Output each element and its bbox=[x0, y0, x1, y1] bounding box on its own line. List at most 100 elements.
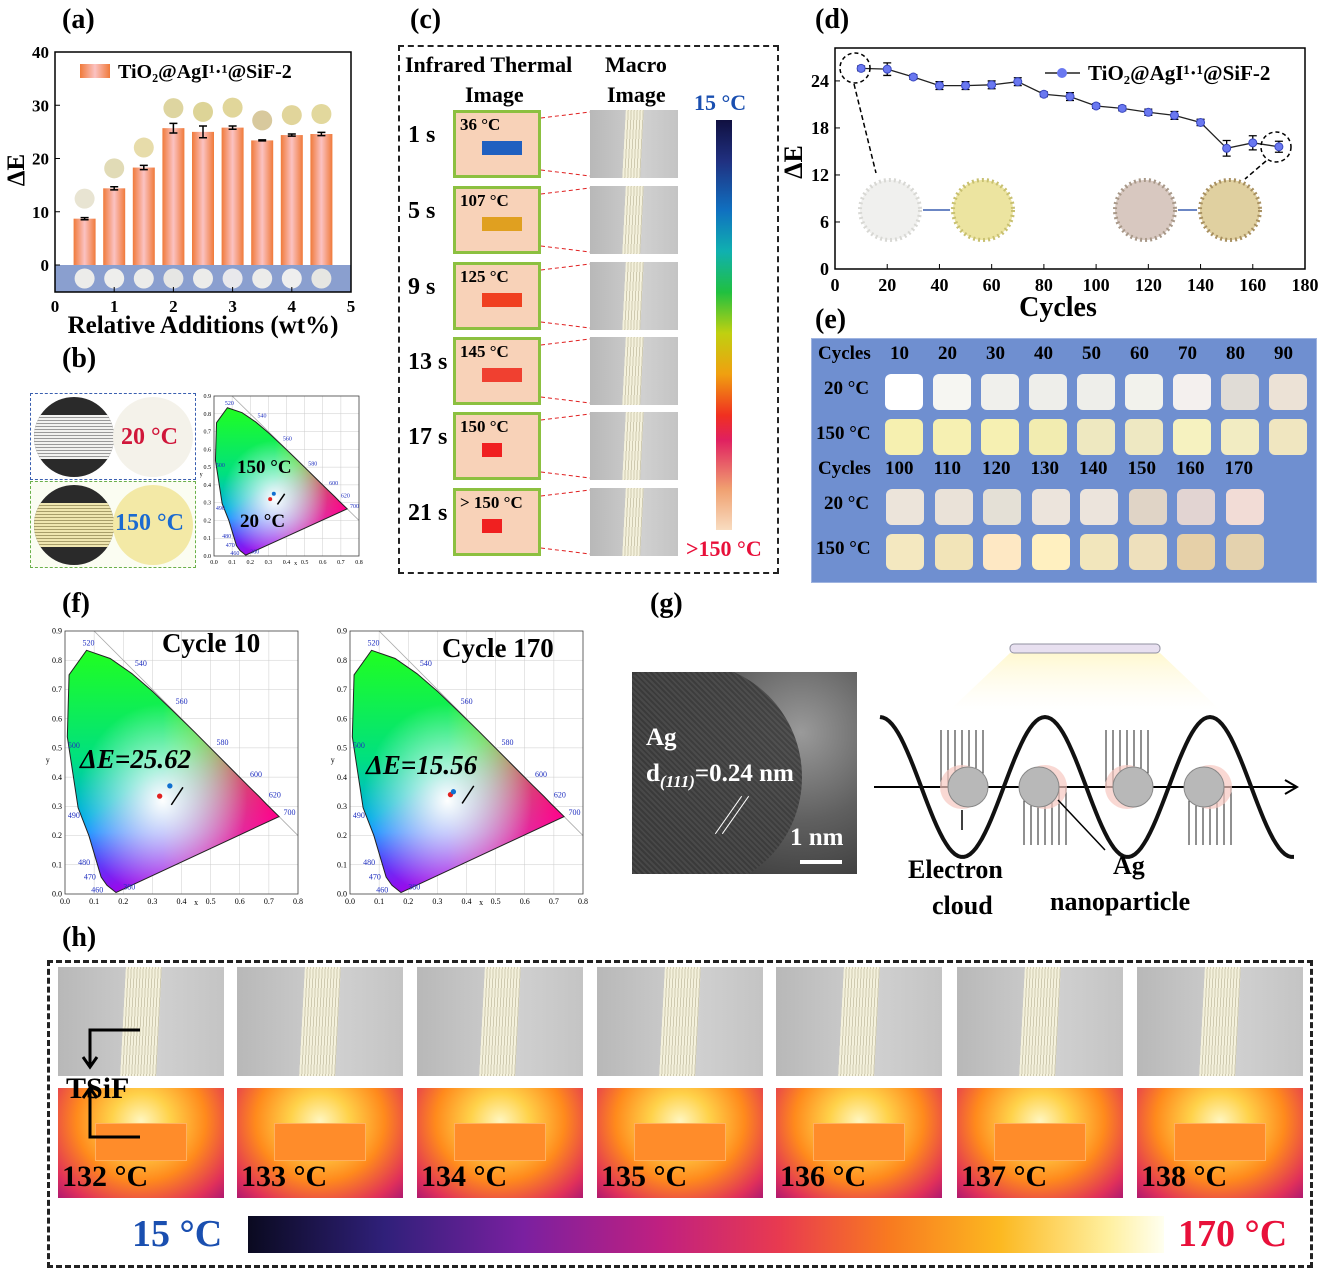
plot-frame bbox=[54, 51, 352, 293]
light-beam bbox=[950, 653, 1220, 710]
cie-diagram-cycle-170: 0.0 0.1 0.2 0.3 0.4 0.5 0.6 0.7 0.8 0.0 0.1 0.2 0.3 0… bbox=[331, 627, 588, 907]
fabric-photo-cold bbox=[34, 397, 114, 477]
shift-arrow bbox=[170, 786, 184, 806]
data-point bbox=[1091, 101, 1101, 111]
sample-strip bbox=[633, 1123, 727, 1161]
wavelength-label: 700 bbox=[283, 808, 295, 817]
ag-nanoparticle bbox=[1183, 766, 1225, 808]
y-tick-label: 0.9 bbox=[204, 394, 212, 400]
cie-cold-label: 20 °C bbox=[240, 511, 286, 532]
macro-photo bbox=[1137, 967, 1303, 1076]
fiber-bundle bbox=[1199, 967, 1241, 1076]
y-tick-label: 0.8 bbox=[204, 412, 212, 418]
y-tick-label: 0.4 bbox=[337, 773, 347, 782]
unheated-sample-dot bbox=[281, 268, 302, 289]
bar bbox=[310, 134, 333, 265]
y-tick-label: 0.0 bbox=[337, 890, 347, 899]
cycle-number: 100 bbox=[885, 458, 914, 479]
heated-sample-dot bbox=[252, 110, 273, 131]
x-tick-label: 0.5 bbox=[206, 897, 216, 906]
swatch-20c bbox=[885, 374, 923, 410]
cycle-number: 10 bbox=[890, 343, 909, 364]
wavelength-label: 500 bbox=[216, 463, 225, 469]
cycle-number: 80 bbox=[1226, 343, 1245, 364]
y-tick-label: 0.8 bbox=[52, 656, 62, 665]
swatch-20c bbox=[886, 489, 924, 525]
chromaticity-point-hot bbox=[271, 491, 276, 496]
electric-field-wave bbox=[879, 714, 1294, 859]
x-tick-label: 0 bbox=[831, 275, 840, 295]
error-bar bbox=[258, 139, 267, 142]
x-tick-label: 0.0 bbox=[345, 897, 355, 906]
y-tick-label: 0.4 bbox=[52, 773, 62, 782]
hot-region bbox=[482, 293, 522, 307]
heated-sample-dot bbox=[74, 188, 95, 209]
data-point bbox=[908, 72, 918, 82]
wavelength-label: 470 bbox=[226, 543, 235, 549]
unheated-sample-dot bbox=[222, 268, 243, 289]
fiber-bundle bbox=[1019, 967, 1061, 1076]
y-tick-label: 0.2 bbox=[337, 831, 347, 840]
tem-d-spacing: d(111)=0.24 nm bbox=[646, 760, 794, 792]
plot-frame bbox=[213, 395, 360, 557]
data-point bbox=[961, 81, 971, 91]
pointer-line bbox=[1057, 799, 1106, 851]
hot-region bbox=[482, 217, 522, 231]
cold-temp-label: 20 °C bbox=[121, 424, 178, 450]
thermal-image: 145 °C bbox=[453, 337, 541, 405]
legend-swatch bbox=[80, 64, 110, 78]
wavelength-label: 380 bbox=[408, 883, 420, 892]
wavelength-label: 620 bbox=[554, 791, 566, 800]
error-bar bbox=[80, 216, 89, 221]
wavelength-label: 540 bbox=[420, 659, 432, 668]
hot-temp-label: 150 °C bbox=[115, 510, 184, 536]
swatch-150c bbox=[885, 419, 923, 455]
wavelength-label: 580 bbox=[501, 738, 513, 747]
bar bbox=[221, 127, 244, 266]
y-tick-label: 30 bbox=[32, 96, 49, 115]
data-point bbox=[882, 64, 892, 74]
chromaticity-point-hot bbox=[450, 789, 457, 795]
swatch-20c bbox=[1177, 489, 1215, 525]
x-tick-label: 0.2 bbox=[247, 560, 255, 566]
wavelength-label: 580 bbox=[308, 461, 317, 467]
data-point bbox=[1274, 142, 1284, 152]
x-tick-label: 140 bbox=[1187, 275, 1214, 295]
cycle-number: 60 bbox=[1130, 343, 1149, 364]
bar bbox=[162, 128, 185, 265]
header-thermal-1: Infrared Thermal bbox=[405, 52, 573, 77]
x-tick-label: 0.7 bbox=[264, 897, 274, 906]
swatch-150c bbox=[1269, 419, 1307, 455]
header-thermal-2: Image bbox=[465, 82, 524, 107]
thermal-image: 150 °C bbox=[453, 412, 541, 480]
x-tick-label: 0.4 bbox=[177, 897, 187, 906]
temp-label: 145 °C bbox=[460, 342, 509, 361]
macro-photo bbox=[957, 967, 1123, 1076]
color-circle-hot bbox=[113, 485, 193, 565]
sample-strip bbox=[1173, 1123, 1267, 1161]
thermal-photo: 136 °C bbox=[776, 1088, 942, 1198]
x-axis-label: x bbox=[194, 898, 198, 907]
x-tick-label: 0.6 bbox=[319, 560, 327, 566]
error-bar bbox=[199, 125, 207, 139]
y-tick-label: 0.0 bbox=[204, 554, 212, 560]
x-tick-label: 0.8 bbox=[355, 560, 363, 566]
x-tick-label: 0.8 bbox=[578, 897, 588, 906]
swatch-20c bbox=[933, 374, 971, 410]
temperature-label: 135 °C bbox=[601, 1160, 688, 1193]
ag-nanoparticle bbox=[947, 766, 989, 808]
arrowhead bbox=[1284, 779, 1299, 795]
row-label-150c: 150 °C bbox=[816, 538, 871, 559]
temp-label: 36 °C bbox=[460, 115, 501, 134]
cycle-number: 120 bbox=[982, 458, 1011, 479]
x-tick-label: 0.2 bbox=[403, 897, 413, 906]
chromaticity-point-hot bbox=[167, 783, 173, 789]
plot-frame bbox=[64, 630, 299, 895]
sample-hot-box: 150 °C bbox=[30, 481, 196, 568]
bar-chart-relative-additions: 0 10 20 30 40 0 1 2 3 4 5 Relative Additions (wt%) Δ… bbox=[3, 43, 355, 339]
cycle-number: 140 bbox=[1079, 458, 1108, 479]
macro-image bbox=[590, 412, 678, 480]
bar bbox=[251, 140, 274, 265]
x-tick-label: 0.1 bbox=[89, 897, 99, 906]
x-axis-label: x bbox=[294, 561, 297, 567]
